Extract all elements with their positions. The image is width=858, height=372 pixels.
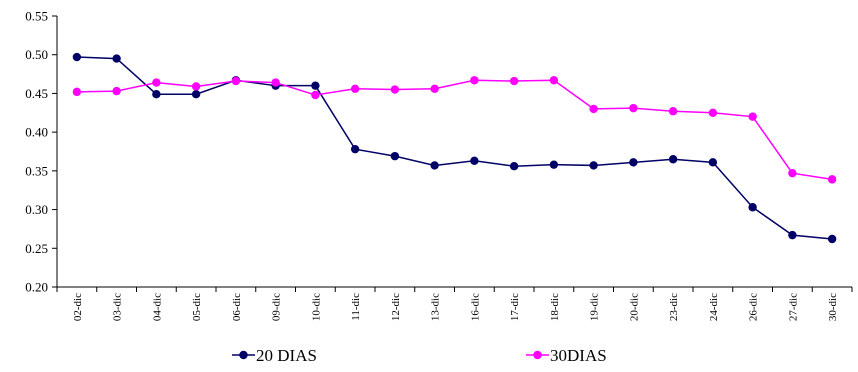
y-axis-ticks: 0.20 0.25 0.30 0.35 0.40 0.45 0.50 0.55 xyxy=(25,9,57,295)
series-2-point xyxy=(827,175,837,184)
series-1-point xyxy=(788,230,797,240)
series-1 xyxy=(72,52,837,244)
series-2-point xyxy=(708,108,718,117)
x-tick-label: 09-dic xyxy=(271,293,283,321)
series-1-point xyxy=(350,144,360,154)
series-1-line xyxy=(76,56,833,240)
series-2-point xyxy=(748,112,757,121)
legend-label: 20 DIAS xyxy=(256,346,317,365)
series-2-line xyxy=(76,79,833,181)
x-tick-label: 13-dic xyxy=(430,293,442,321)
series-2-point xyxy=(231,76,241,86)
x-tick-label: 19-dic xyxy=(589,293,601,321)
legend-marker xyxy=(239,350,248,360)
x-tick-label: 10-dic xyxy=(310,293,322,321)
x-tick-label: 23-dic xyxy=(668,293,680,321)
x-tick-label: 17-dic xyxy=(509,293,521,321)
series-2-point xyxy=(271,78,280,87)
series-2 xyxy=(72,76,837,184)
legend-item-2: 30DIAS xyxy=(526,346,607,365)
x-axis-ticks: 02-dic 03-dic 04-dic 05-dic 06-dic 09-dic 10-d… xyxy=(56,287,853,321)
series-2-point xyxy=(470,76,479,85)
x-tick-label: 11-dic xyxy=(350,293,362,321)
y-tick-label: 0.50 xyxy=(25,47,48,62)
series-1-point xyxy=(72,52,82,62)
y-tick-label: 0.30 xyxy=(25,202,48,217)
series-1-point xyxy=(549,160,559,169)
x-tick-label: 27-dic xyxy=(787,293,799,321)
series-2-point xyxy=(668,107,678,116)
series-1-point xyxy=(509,162,519,171)
series-2-point xyxy=(549,76,559,85)
y-tick-label: 0.40 xyxy=(25,125,48,140)
legend-marker xyxy=(533,350,542,360)
x-tick-label: 02-dic xyxy=(72,293,84,321)
series-1-point xyxy=(112,54,121,63)
series-1-point xyxy=(708,158,718,167)
x-tick-label: 30-dic xyxy=(827,293,839,321)
series-1-point xyxy=(390,151,400,161)
x-tick-label: 04-dic xyxy=(151,293,163,321)
x-tick-label: 18-dic xyxy=(549,293,561,321)
x-tick-label: 26-dic xyxy=(748,293,760,321)
series-2-point xyxy=(350,84,360,93)
axes xyxy=(56,16,852,288)
series-1-point xyxy=(191,90,201,99)
legend-item-1: 20 DIAS xyxy=(232,346,317,365)
series-2-point xyxy=(430,84,439,93)
x-tick-label: 20-dic xyxy=(628,293,640,321)
series-2-point xyxy=(112,86,121,96)
x-tick-label: 16-dic xyxy=(469,293,481,321)
series-2-point xyxy=(788,168,797,178)
y-tick-label: 0.55 xyxy=(25,9,48,24)
y-tick-label: 0.45 xyxy=(25,86,48,101)
series-2-point xyxy=(311,90,320,100)
series-group xyxy=(72,52,837,244)
x-tick-label: 24-dic xyxy=(708,293,720,321)
series-2-point xyxy=(509,76,519,86)
y-tick-label: 0.20 xyxy=(25,280,48,295)
x-tick-label: 05-dic xyxy=(191,293,203,321)
series-2-point xyxy=(589,104,598,114)
series-1-point xyxy=(470,156,479,165)
y-tick-label: 0.35 xyxy=(25,163,48,178)
series-1-point xyxy=(629,158,638,167)
series-1-point xyxy=(152,90,161,99)
x-tick-label: 06-dic xyxy=(231,293,243,321)
series-1-point xyxy=(668,155,678,164)
legend: 20 DIAS 30DIAS xyxy=(232,346,607,365)
series-1-point xyxy=(827,234,837,244)
series-2-point xyxy=(629,103,638,113)
series-2-point xyxy=(191,82,201,91)
series-2-point xyxy=(72,87,82,97)
y-tick-label: 0.25 xyxy=(25,241,48,256)
series-1-point xyxy=(311,81,320,90)
series-1-point xyxy=(748,203,757,212)
series-2-point xyxy=(390,85,400,94)
series-1-point xyxy=(589,161,598,170)
x-tick-label: 03-dic xyxy=(112,293,124,321)
series-1-point xyxy=(430,161,439,170)
legend-label: 30DIAS xyxy=(550,346,607,365)
series-2-point xyxy=(152,78,161,87)
x-tick-label: 12-dic xyxy=(390,293,402,321)
